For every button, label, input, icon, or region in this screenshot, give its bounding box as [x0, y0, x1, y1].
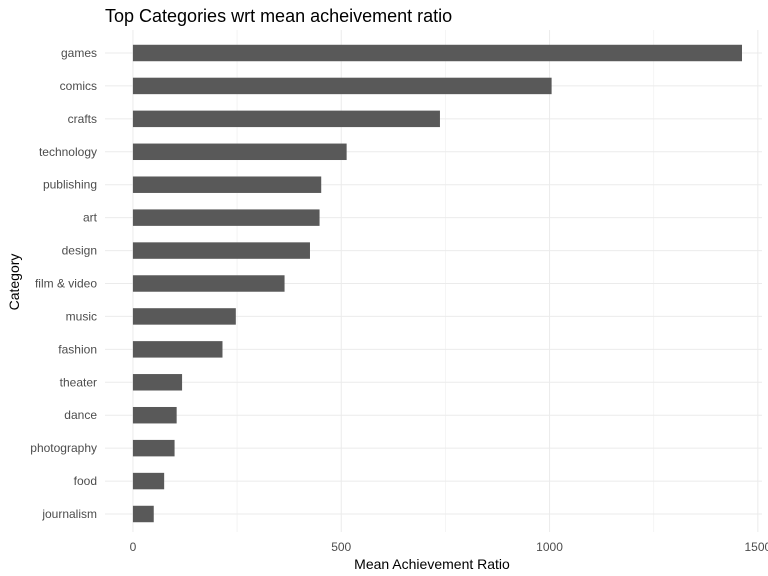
y-tick-label: publishing	[43, 178, 97, 192]
y-tick-label: games	[61, 46, 97, 60]
y-tick-label: art	[83, 211, 98, 225]
bar-photography	[132, 439, 175, 457]
bar-fashion	[132, 341, 223, 358]
x-tick-label: 1000	[536, 540, 563, 554]
x-tick-labels: 0 500 1000 1500	[130, 540, 768, 554]
y-tick-label: technology	[39, 145, 97, 159]
bar-dance	[132, 406, 177, 424]
bar-comics	[132, 77, 552, 95]
y-tick-label: design	[62, 244, 97, 258]
y-tick-label: journalism	[41, 507, 97, 521]
bar-theater	[132, 374, 183, 391]
bar-publishing	[132, 176, 322, 193]
y-tick-label: food	[74, 474, 97, 488]
bar-music	[132, 308, 236, 325]
y-tick-label: comics	[60, 79, 97, 93]
y-tick-label: photography	[30, 441, 97, 455]
y-tick-label: dance	[64, 408, 97, 422]
bar-food	[132, 472, 165, 490]
y-tick-label: theater	[60, 375, 97, 389]
bar-journalism	[132, 505, 154, 523]
bar-art	[132, 209, 320, 226]
x-tick-label: 500	[331, 540, 351, 554]
bar-technology	[132, 143, 347, 161]
bar-design	[132, 242, 310, 259]
bars-layer	[132, 44, 743, 523]
y-axis-title: Category	[6, 254, 22, 311]
x-tick-label: 1500	[744, 540, 768, 554]
y-tick-labels: games comics crafts technology publishing art…	[30, 46, 97, 521]
y-tick-label: music	[66, 309, 97, 323]
y-tick-label: film & video	[35, 277, 97, 291]
chart-title: Top Categories wrt mean acheivement rati…	[105, 6, 452, 26]
y-tick-label: fashion	[58, 342, 97, 356]
x-tick-label: 0	[130, 540, 137, 554]
bar-games	[132, 44, 743, 62]
x-axis-title: Mean Achievement Ratio	[354, 556, 510, 572]
bar-film-video	[132, 275, 285, 292]
y-tick-label: crafts	[68, 112, 97, 126]
bar-crafts	[132, 110, 440, 128]
